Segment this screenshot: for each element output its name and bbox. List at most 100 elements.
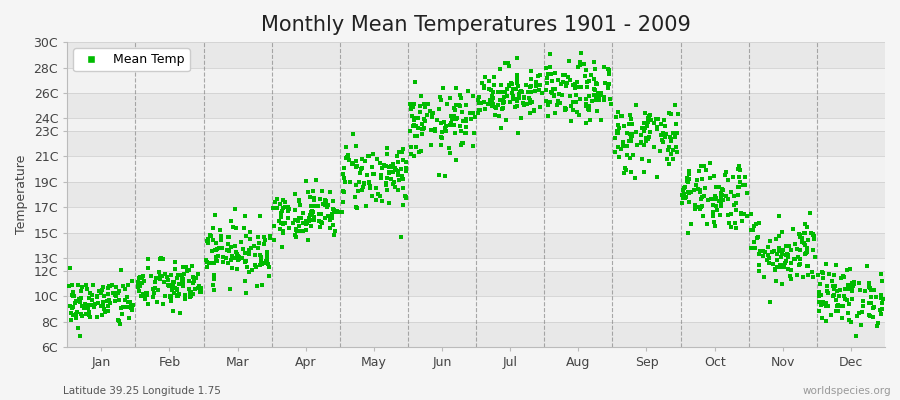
Point [579,96,593,102]
Point [855,298,869,304]
Point [230,266,244,272]
Point [191,271,205,277]
Point [846,282,860,288]
Point [543,63,557,70]
Point [475,80,490,86]
Point [206,260,220,266]
Point [729,207,743,213]
Point [403,128,418,134]
Point [465,143,480,150]
Point [82,312,96,318]
Point [109,290,123,296]
Point [636,128,651,134]
Point [148,285,162,291]
Point [708,222,723,229]
Point [421,101,436,107]
Point [491,112,506,119]
Point [547,93,562,100]
Point [508,96,522,102]
Point [226,224,240,230]
Point [405,113,419,119]
Point [399,195,413,201]
Point [234,254,248,261]
Point [844,319,859,326]
Point [74,288,88,294]
Point [304,208,319,214]
Point [509,75,524,82]
Bar [68,68,885,93]
Point [68,298,83,304]
Point [833,286,848,293]
Point [614,146,628,152]
Point [779,251,794,258]
Point [770,264,784,270]
Point [357,158,372,164]
Point [635,156,650,162]
Point [395,146,410,152]
Point [715,186,729,193]
Point [581,92,596,99]
Point [311,217,326,224]
Point [484,103,499,110]
Point [598,80,612,86]
Point [756,248,770,254]
Point [386,168,400,175]
Point [225,265,239,271]
Point [855,309,869,316]
Point [374,174,389,181]
Point [698,185,712,191]
Point [122,299,137,306]
Point [348,194,363,200]
Point [178,292,193,298]
Point [76,305,91,312]
Point [830,303,844,309]
Point [403,101,418,108]
Point [638,110,652,116]
Point [644,129,658,135]
Point [715,192,729,198]
Point [698,166,713,173]
Point [64,310,78,316]
Point [182,285,196,292]
Point [795,234,809,241]
Point [555,92,570,98]
Point [139,290,153,297]
Point [323,217,338,224]
Point [654,132,669,138]
Point [752,251,766,257]
Point [185,263,200,269]
Point [874,291,888,298]
Point [288,226,302,233]
Point [555,72,570,78]
Point [624,136,638,142]
Point [86,304,101,311]
Point [704,196,718,202]
Point [845,296,859,302]
Point [505,81,519,87]
Point [827,286,842,292]
Point [314,188,328,194]
Point [223,217,238,224]
Point [695,176,709,182]
Point [278,199,293,205]
Point [457,130,472,136]
Point [708,184,723,190]
Point [644,112,658,118]
Point [377,162,392,168]
Point [404,103,419,110]
Point [708,196,723,202]
Point [502,81,517,88]
Point [81,295,95,301]
Point [259,248,274,255]
Point [187,278,202,285]
Point [132,274,147,280]
Point [170,292,184,299]
Point [289,227,303,233]
Point [77,301,92,308]
Point [369,196,383,203]
Point [225,253,239,260]
Point [477,83,491,90]
Point [862,299,877,306]
Point [734,218,749,225]
Point [544,88,558,95]
